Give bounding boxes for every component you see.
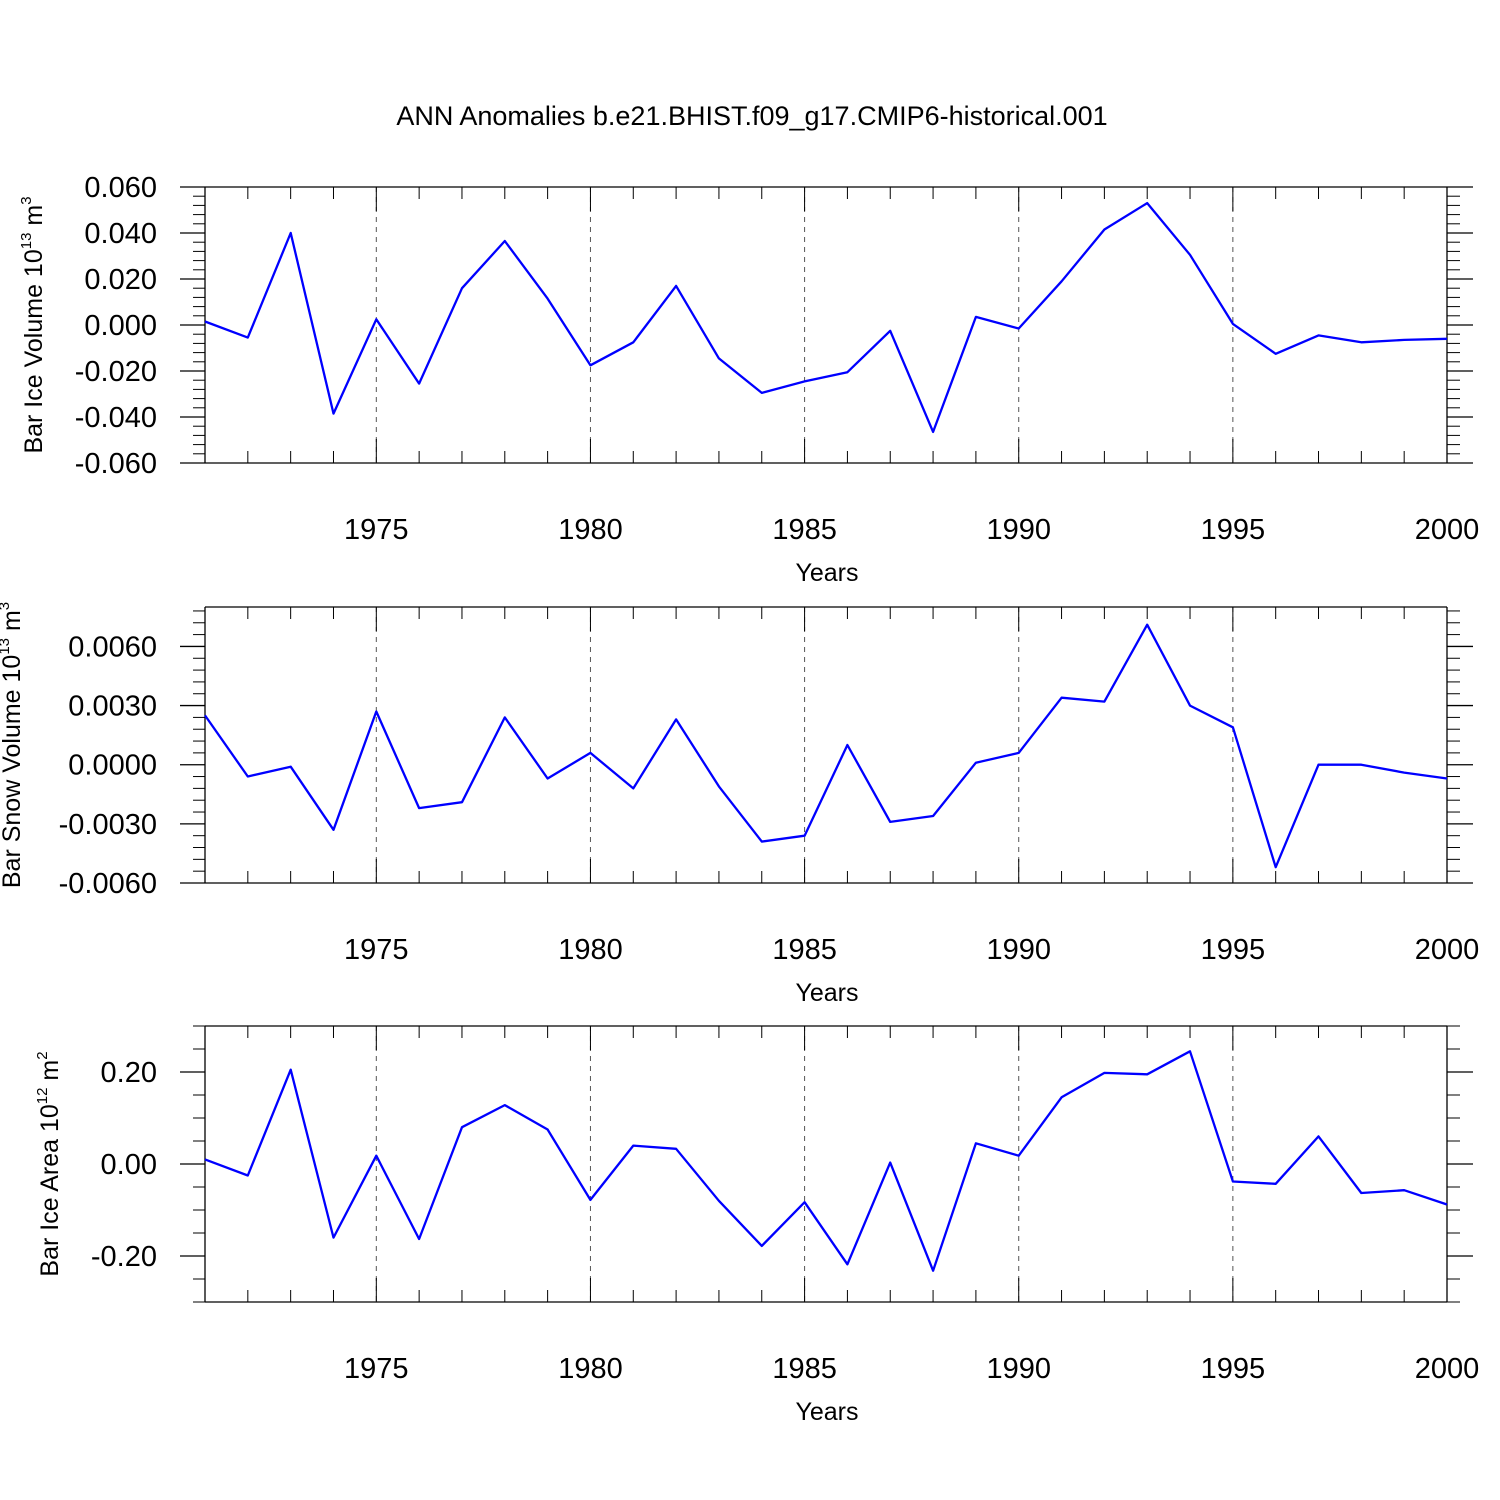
x-tick-label: 1995: [1201, 514, 1266, 546]
series-line: [204, 1050, 1448, 1272]
y-tick-label: -0.20: [91, 1241, 157, 1273]
y-tick-label: 0.0000: [68, 750, 157, 782]
series-line: [204, 201, 1448, 434]
y-tick-label: 0.0030: [68, 691, 157, 723]
y-axis-label-superscript: 2: [34, 1051, 51, 1059]
y-tick-label: -0.020: [75, 356, 157, 388]
x-tick-label: 1985: [772, 934, 837, 966]
y-axis-label: Bar Snow Volume 1013 m3: [0, 602, 26, 888]
x-tick-label: 1980: [558, 1353, 623, 1385]
x-axis-label: Years: [795, 559, 858, 587]
x-tick-label: 2000: [1415, 1353, 1480, 1385]
y-axis-label-superscript: 12: [34, 1088, 51, 1105]
x-tick-label: 1995: [1201, 934, 1266, 966]
x-tick-label: 1980: [558, 934, 623, 966]
y-axis-label-superscript: 13: [0, 638, 13, 655]
y-tick-label: -0.060: [75, 448, 157, 480]
x-tick-label: 1975: [344, 514, 409, 546]
x-tick-label: 2000: [1415, 514, 1480, 546]
y-tick-label: -0.0060: [59, 868, 157, 900]
panel-2: -0.0060 -0.0030 0.0000 0.0030 0.0060 1975 1980…: [0, 602, 1479, 1007]
y-axis-label-part: m: [36, 1060, 64, 1088]
y-axis-label-part: Bar Snow Volume 10: [0, 655, 26, 888]
x-tick-label: 1985: [772, 1353, 837, 1385]
x-tick-label: 1990: [986, 934, 1051, 966]
x-axis-label: Years: [795, 1398, 858, 1426]
y-tick-label: 0.060: [84, 172, 157, 204]
y-axis-label-part: m: [20, 205, 48, 233]
y-axis-label-superscript: 3: [18, 196, 35, 204]
x-tick-label: 1975: [344, 934, 409, 966]
panel-3: -0.20 0.00 0.20 1975 1980 1985 1990 1995 2000 Yea…: [34, 1025, 1480, 1426]
chart-title: ANN Anomalies b.e21.BHIST.f09_g17.CMIP6-…: [396, 101, 1107, 131]
y-tick-label: 0.00: [101, 1149, 157, 1181]
x-tick-label: 1985: [772, 514, 837, 546]
y-axis-label-part: Bar Ice Area 10: [36, 1104, 64, 1276]
y-tick-label: -0.040: [75, 402, 157, 434]
y-tick-label: 0.040: [84, 218, 157, 250]
x-tick-label: 1975: [344, 1353, 409, 1385]
y-tick-label: 0.000: [84, 310, 157, 342]
y-tick-label: 0.020: [84, 264, 157, 296]
chart-panels: -0.060 -0.040 -0.020 0.000 0.020 0.040 0.060 19…: [0, 172, 1479, 1426]
x-tick-label: 2000: [1415, 934, 1480, 966]
y-axis-label-part: m: [0, 610, 26, 638]
y-tick-label: 0.0060: [68, 631, 157, 663]
y-tick-label: -0.0030: [59, 809, 157, 841]
x-tick-label: 1990: [986, 1353, 1051, 1385]
y-axis-label: Bar Ice Area 1012 m2: [34, 1051, 64, 1276]
y-tick-label: 0.20: [101, 1057, 157, 1089]
x-tick-label: 1980: [558, 514, 623, 546]
panel-1: -0.060 -0.040 -0.020 0.000 0.020 0.040 0.060 19…: [18, 172, 1479, 587]
y-axis-label: Bar Ice Volume 1013 m3: [18, 196, 48, 453]
x-axis-label: Years: [795, 979, 858, 1007]
y-axis-label-superscript: 3: [0, 602, 13, 610]
y-axis-label-superscript: 13: [18, 233, 35, 250]
series-line: [204, 623, 1448, 869]
x-tick-label: 1995: [1201, 1353, 1266, 1385]
y-axis-label-part: Bar Ice Volume 10: [20, 249, 48, 453]
x-tick-label: 1990: [986, 514, 1051, 546]
